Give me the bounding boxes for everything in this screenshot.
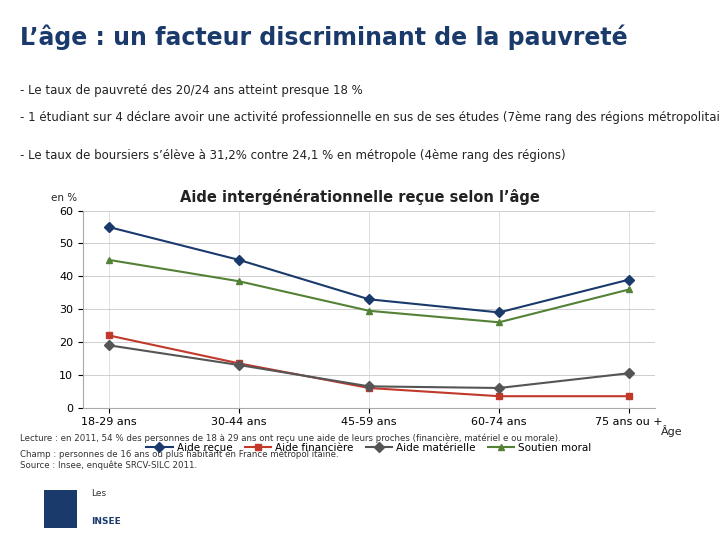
Text: Âge: Âge xyxy=(661,426,683,437)
Text: L’âge : un facteur discriminant de la pauvreté: L’âge : un facteur discriminant de la pa… xyxy=(20,24,628,50)
Text: en %: en % xyxy=(51,193,77,202)
Text: Source : Insee, enquête SRCV-SILC 2011.: Source : Insee, enquête SRCV-SILC 2011. xyxy=(20,460,197,470)
Text: Les: Les xyxy=(91,489,107,498)
Text: - Le taux de boursiers s’élève à 31,2% contre 24,1 % en métropole (4ème rang des: - Le taux de boursiers s’élève à 31,2% c… xyxy=(20,148,566,161)
Text: Champ : personnes de 16 ans ou plus habitant en France métropol itaine.: Champ : personnes de 16 ans ou plus habi… xyxy=(20,449,339,459)
Text: - 1 étudiant sur 4 déclare avoir une activité professionnelle en sus de ses étud: - 1 étudiant sur 4 déclare avoir une act… xyxy=(20,111,720,124)
Text: 18: 18 xyxy=(9,491,31,509)
Text: Lecture : en 2011, 54 % des personnes de 18 à 29 ans ont reçu une aide de leurs : Lecture : en 2011, 54 % des personnes de… xyxy=(20,433,561,443)
Text: 23/12/2021: 23/12/2021 xyxy=(611,502,682,516)
Text: INSEE: INSEE xyxy=(91,517,121,526)
Text: Aide intergénérationnelle reçue selon l’âge: Aide intergénérationnelle reçue selon l’… xyxy=(180,189,540,205)
Legend: Aide reçue, Aide financière, Aide matérielle, Soutien moral: Aide reçue, Aide financière, Aide matéri… xyxy=(143,438,595,457)
Text: - Le taux de pauvreté des 20/24 ans atteint presque 18 %: - Le taux de pauvreté des 20/24 ans atte… xyxy=(20,84,363,97)
FancyBboxPatch shape xyxy=(45,490,77,528)
